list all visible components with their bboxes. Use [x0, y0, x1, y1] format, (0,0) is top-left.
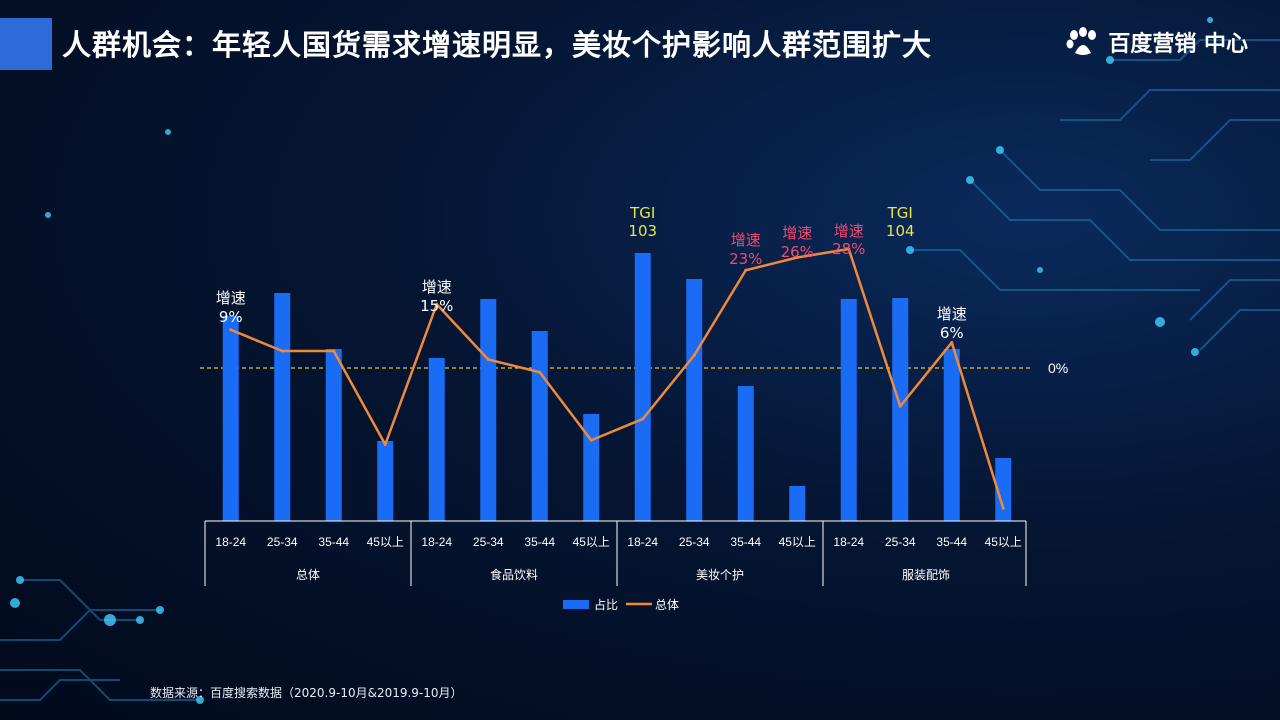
line-point	[1001, 506, 1005, 510]
zero-label: 0%	[1048, 360, 1068, 376]
line-point	[641, 417, 645, 421]
legend-label-line: 总体	[655, 598, 679, 612]
growth-line	[230, 247, 1005, 509]
data-annotation: 增速	[731, 231, 761, 249]
brand-logo: 百度营销 中心	[1066, 26, 1248, 58]
data-annotation: 23%	[729, 250, 762, 268]
bar	[274, 293, 291, 521]
data-annotation: TGI	[629, 204, 655, 222]
x-tick-label: 18-24	[627, 535, 658, 549]
x-tick-label: 25-34	[885, 535, 916, 549]
x-tick-label: 18-24	[833, 535, 864, 549]
x-tick-label: 45以上	[779, 535, 816, 549]
x-tick-label: 35-44	[936, 535, 967, 549]
bar	[428, 358, 445, 521]
data-annotation: 增速	[782, 224, 812, 242]
data-annotation: 增速	[834, 222, 864, 240]
data-annotation: 增速	[422, 278, 452, 296]
bar	[377, 441, 394, 521]
paw-icon	[1066, 27, 1097, 55]
x-tick-label: 35-44	[524, 535, 555, 549]
data-annotation: 103	[628, 222, 657, 240]
group-label: 美妆个护	[696, 568, 744, 582]
data-annotation: 28%	[832, 240, 865, 258]
bar	[531, 331, 548, 521]
bar	[325, 349, 342, 521]
line-point	[538, 370, 542, 374]
line-point	[280, 349, 284, 353]
x-tick-label: 25-34	[679, 535, 710, 549]
line-point	[486, 358, 490, 361]
line-point	[435, 302, 439, 306]
x-tick-label: 25-34	[267, 535, 298, 549]
bar	[634, 253, 651, 521]
group-label: 食品饮料	[490, 567, 538, 582]
line-point	[847, 247, 851, 251]
data-annotation: 增速	[216, 289, 246, 307]
line-point	[795, 256, 799, 259]
line-point	[950, 341, 954, 344]
x-tick-label: 45以上	[573, 535, 610, 549]
data-annotation: 增速	[937, 305, 967, 323]
x-tick-label: 18-24	[215, 535, 246, 549]
bar	[583, 414, 600, 521]
group-label: 服装配饰	[902, 568, 950, 582]
x-tick-label: 45以上	[985, 535, 1022, 549]
line-point	[383, 443, 387, 446]
x-tick-label: 35-44	[730, 535, 761, 549]
data-annotation: 6%	[940, 324, 964, 342]
line-point	[229, 328, 233, 332]
bar	[737, 386, 754, 521]
data-source-note: 数据来源：百度搜索数据（2020.9-10月&2019.9-10月）	[150, 686, 463, 700]
line-point	[898, 404, 902, 408]
page-title: 人群机会：年轻人国货需求增速明显，美妆个护影响人群范围扩大	[62, 28, 933, 62]
data-annotation: 104	[886, 222, 915, 240]
data-annotation: 26%	[781, 243, 814, 261]
bar	[943, 349, 960, 521]
legend-label-bar: 占比	[594, 597, 618, 612]
logo-text: 百度营销 中心	[1108, 32, 1248, 57]
bar	[480, 299, 497, 521]
bar	[892, 298, 909, 521]
data-annotation: 9%	[219, 308, 243, 326]
x-tick-label: 25-34	[473, 535, 504, 549]
bar	[995, 458, 1012, 521]
bar	[222, 316, 239, 521]
line-point	[744, 268, 748, 272]
x-tick-label: 18-24	[421, 535, 452, 549]
line-point	[692, 353, 696, 357]
bar	[840, 299, 857, 521]
x-tick-label: 45以上	[367, 535, 404, 549]
line-point	[332, 349, 336, 353]
bar	[686, 279, 703, 521]
group-label: 总体	[296, 568, 320, 582]
data-annotation: 15%	[420, 297, 453, 315]
title-accent-square	[0, 18, 52, 70]
bar	[789, 486, 806, 521]
legend-swatch-bar	[563, 600, 589, 609]
line-point	[589, 438, 593, 442]
data-annotation: TGI	[887, 204, 913, 222]
x-tick-label: 35-44	[318, 535, 349, 549]
